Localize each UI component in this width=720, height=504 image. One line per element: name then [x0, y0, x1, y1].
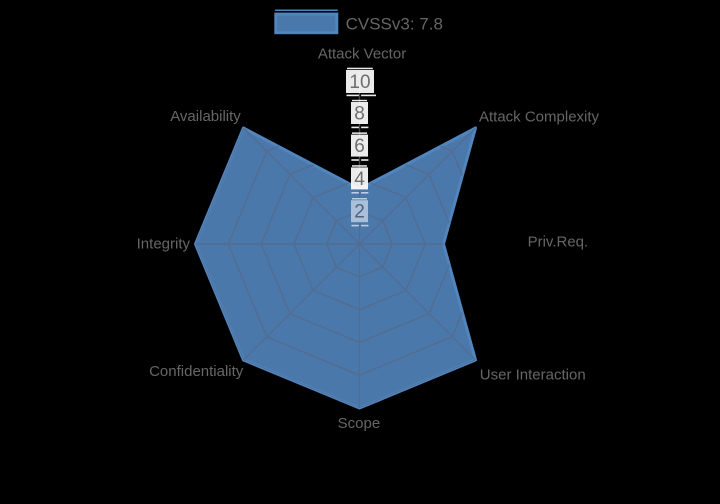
svg-text:Attack Complexity: Attack Complexity — [479, 109, 600, 126]
svg-text:Confidentiality: Confidentiality — [149, 363, 244, 380]
svg-text:2: 2 — [354, 202, 365, 223]
svg-text:Availability: Availability — [170, 108, 241, 125]
svg-text:CVSSv3: 7.8: CVSSv3: 7.8 — [346, 14, 443, 33]
svg-text:Scope: Scope — [338, 415, 381, 432]
svg-text:Priv.Req.: Priv.Req. — [528, 234, 589, 251]
svg-text:6: 6 — [354, 136, 365, 157]
svg-text:User Interaction: User Interaction — [480, 367, 586, 384]
svg-text:Integrity: Integrity — [137, 236, 191, 253]
svg-text:8: 8 — [354, 104, 365, 125]
svg-text:10: 10 — [349, 72, 370, 93]
svg-text:4: 4 — [354, 169, 365, 190]
svg-text:Attack Vector: Attack Vector — [318, 45, 406, 62]
